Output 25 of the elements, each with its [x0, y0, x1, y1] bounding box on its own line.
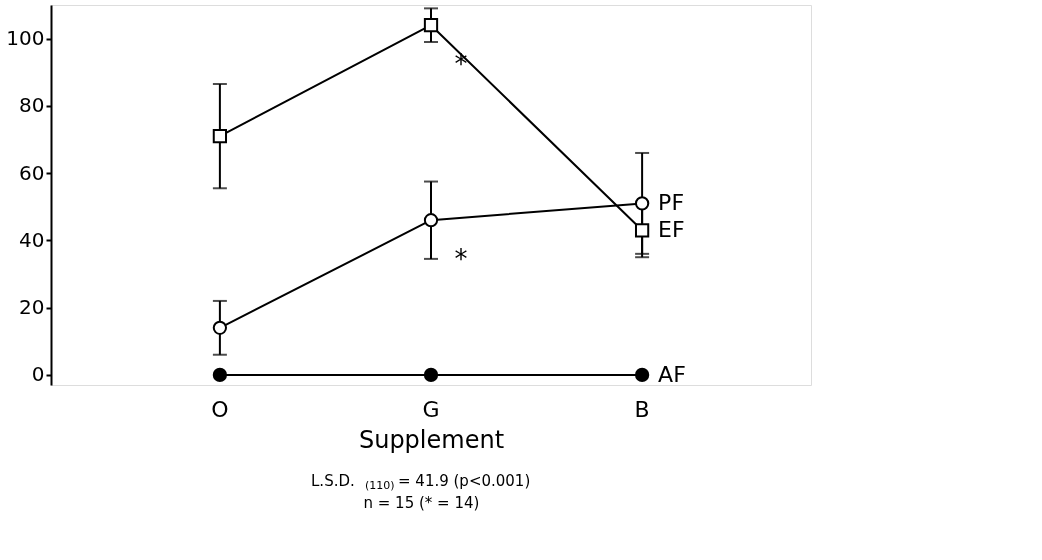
y-tick-label: 40	[19, 227, 45, 252]
series-label: EF	[658, 217, 685, 243]
annotation: *	[454, 244, 468, 275]
y-tick-label: 80	[19, 93, 45, 118]
point	[212, 367, 228, 383]
point	[423, 213, 439, 228]
point	[634, 223, 650, 238]
point	[212, 129, 228, 144]
y-tick-label: 60	[19, 160, 45, 185]
point	[423, 18, 439, 33]
point	[212, 320, 228, 335]
y-tick-label: 20	[19, 295, 45, 320]
point	[634, 367, 650, 383]
x-tick-label: O	[211, 396, 229, 422]
x-tick-label: G	[422, 396, 440, 422]
point	[423, 367, 439, 383]
x-axis-title: Supplement	[358, 425, 505, 454]
series-label: PF	[658, 190, 685, 216]
text: L.S.D.(110) = 41.9 (p<0.001)	[311, 472, 531, 492]
series-label: AF	[658, 361, 686, 387]
y-tick-label: 100	[6, 26, 45, 51]
y-tick-label: 0	[31, 362, 45, 387]
point	[634, 196, 650, 211]
text: n = 15 (* = 14)	[363, 494, 480, 512]
x-tick-label: B	[634, 396, 650, 422]
